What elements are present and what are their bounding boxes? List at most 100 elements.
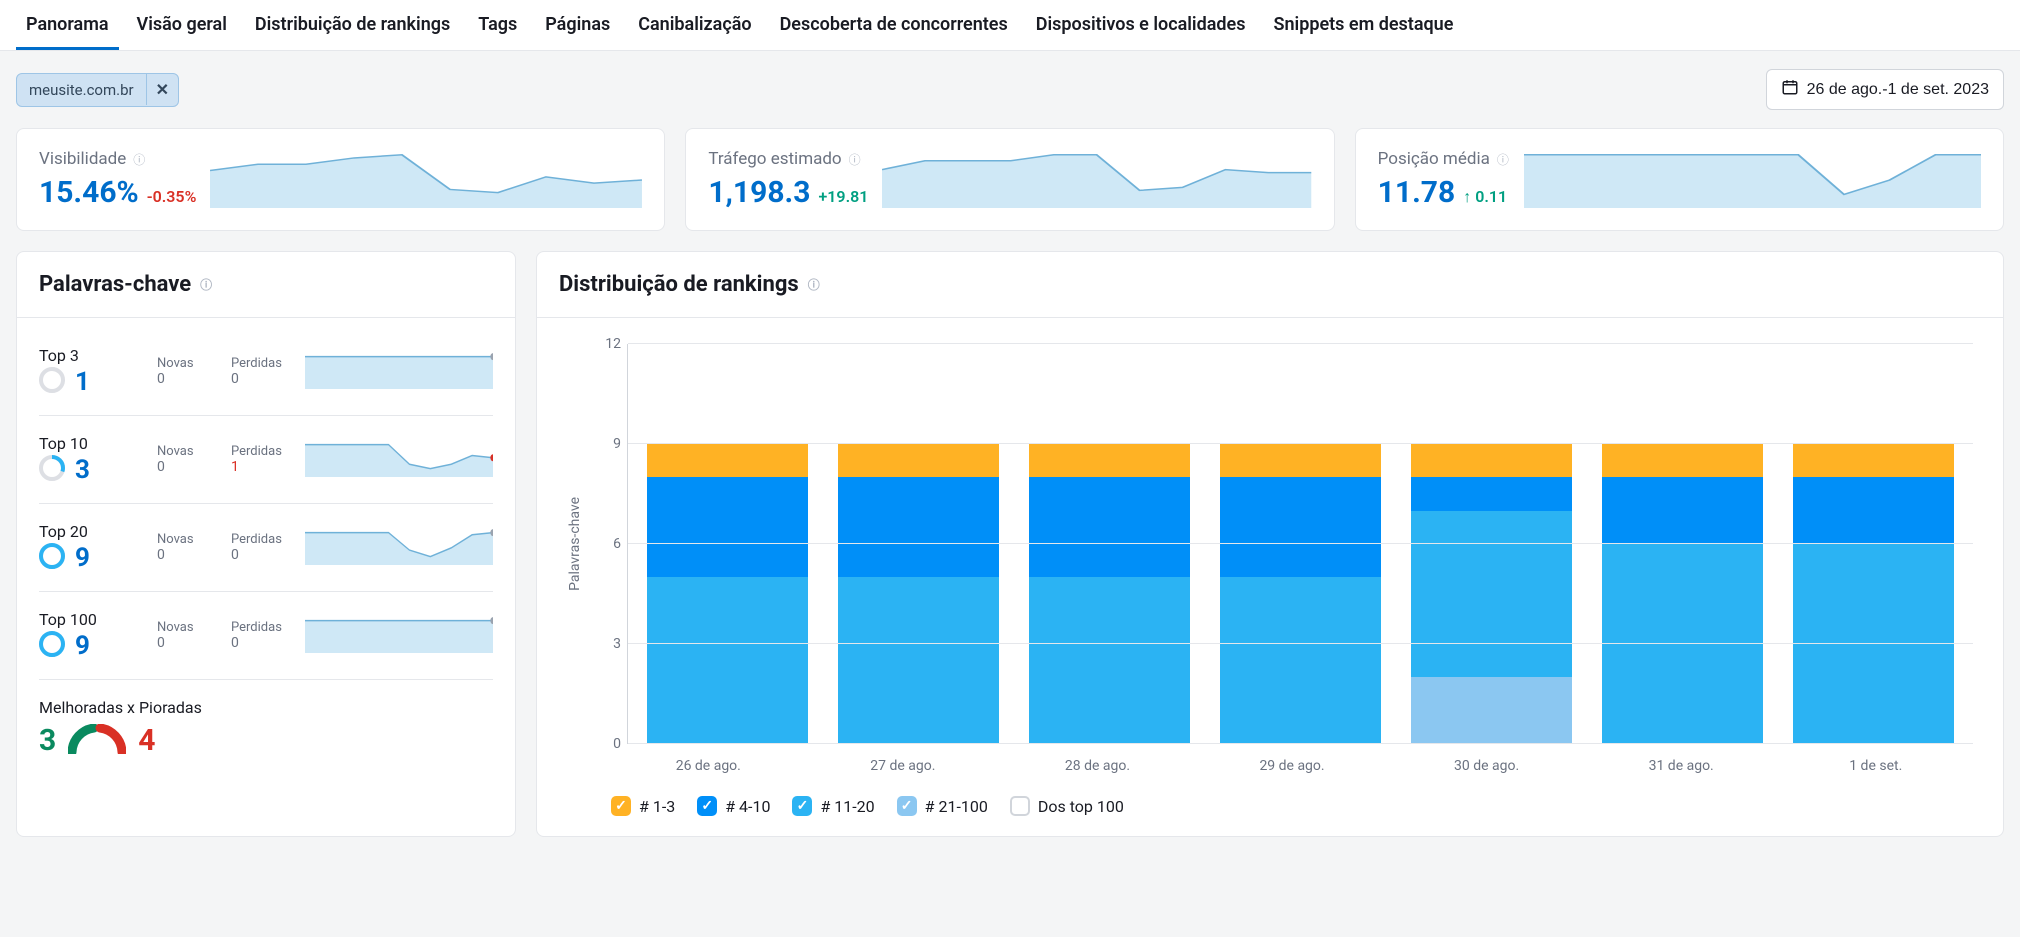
keyword-row-2[interactable]: Top 20 9 Novas 0 Perdidas 0 xyxy=(39,504,493,592)
y-tick: 3 xyxy=(613,636,621,652)
distribution-panel: Distribuição de rankings ⓘ Palavras-chav… xyxy=(536,251,2004,837)
kw-sparkline xyxy=(305,353,493,391)
ring-icon xyxy=(39,543,65,573)
bar-segment xyxy=(1411,511,1571,678)
panel-title-text: Distribuição de rankings xyxy=(559,272,799,297)
tab-descoberta-de-concorrentes[interactable]: Descoberta de concorrentes xyxy=(770,0,1018,50)
legend-item[interactable]: Dos top 100 xyxy=(1010,796,1124,816)
y-axis-label: Palavras-chave xyxy=(567,497,583,591)
tab-snippets-em-destaque[interactable]: Snippets em destaque xyxy=(1263,0,1463,50)
legend-item[interactable]: ✓ # 4-10 xyxy=(697,796,770,816)
calendar-icon xyxy=(1781,78,1799,101)
domain-chip[interactable]: meusite.com.br ✕ xyxy=(16,73,179,107)
bar-column[interactable] xyxy=(647,344,807,744)
x-label: 26 de ago. xyxy=(611,758,806,774)
keyword-row-3[interactable]: Top 100 9 Novas 0 Perdidas 0 xyxy=(39,592,493,680)
bar-segment xyxy=(838,477,998,577)
kw-lost-label: Perdidas xyxy=(231,532,287,547)
distribution-chart: Palavras-chave 036912 xyxy=(567,344,1973,744)
y-tick: 6 xyxy=(613,536,621,552)
metric-value: 15.46% -0.35% xyxy=(39,175,196,210)
tab-distribui-o-de-rankings[interactable]: Distribuição de rankings xyxy=(245,0,460,50)
kw-sparkline xyxy=(305,441,493,479)
close-icon[interactable]: ✕ xyxy=(146,74,178,105)
bar-segment xyxy=(647,444,807,477)
kw-new-value: 0 xyxy=(157,635,213,651)
date-range-label: 26 de ago.-1 de set. 2023 xyxy=(1807,81,1989,99)
tab-vis-o-geral[interactable]: Visão geral xyxy=(127,0,237,50)
metric-value: 11.78 ↑ 0.11 xyxy=(1378,175,1510,210)
bar-column[interactable] xyxy=(1220,344,1380,744)
tab-tags[interactable]: Tags xyxy=(468,0,527,50)
bar-segment xyxy=(1793,477,1953,544)
kw-new-value: 0 xyxy=(157,371,213,387)
main-grid: Palavras-chave ⓘ Top 3 1 Novas 0 Perdida… xyxy=(0,251,2020,853)
kw-label: Top 100 xyxy=(39,610,139,629)
bar-segment xyxy=(838,577,998,744)
info-icon[interactable]: ⓘ xyxy=(1496,152,1510,166)
keyword-row-1[interactable]: Top 10 3 Novas 0 Perdidas 1 xyxy=(39,416,493,504)
bar-segment xyxy=(1602,544,1762,744)
y-tick: 9 xyxy=(613,436,621,452)
bar-column[interactable] xyxy=(1602,344,1762,744)
kw-lost-label: Perdidas xyxy=(231,444,287,459)
kw-lost-value: 1 xyxy=(231,459,287,475)
checkbox-icon: ✓ xyxy=(611,796,631,816)
kw-lost-label: Perdidas xyxy=(231,356,287,371)
bar-segment xyxy=(1602,477,1762,544)
bar-segment xyxy=(1029,444,1189,477)
checkbox-icon: ✓ xyxy=(792,796,812,816)
kw-label: Top 3 xyxy=(39,346,139,365)
date-range-button[interactable]: 26 de ago.-1 de set. 2023 xyxy=(1766,69,2004,110)
bar-column[interactable] xyxy=(1029,344,1189,744)
metric-delta: -0.35% xyxy=(147,187,197,206)
info-icon[interactable]: ⓘ xyxy=(807,278,821,292)
legend-item[interactable]: ✓# 1-3 xyxy=(611,796,675,816)
legend-item[interactable]: ✓# 21-100 xyxy=(897,796,988,816)
panel-title-text: Palavras-chave xyxy=(39,272,191,297)
bar-column[interactable] xyxy=(1793,344,1953,744)
x-label: 28 de ago. xyxy=(1000,758,1195,774)
bar-column[interactable] xyxy=(838,344,998,744)
bar-segment xyxy=(838,444,998,477)
bar-segment xyxy=(1220,444,1380,477)
bar-segment xyxy=(1411,477,1571,510)
bar-segment xyxy=(1029,477,1189,577)
tab-p-ginas[interactable]: Páginas xyxy=(535,0,620,50)
metric-card-1[interactable]: Tráfego estimado ⓘ 1,198.3 +19.81 xyxy=(685,128,1334,231)
kw-lost-value: 0 xyxy=(231,547,287,563)
legend-item[interactable]: ✓# 11-20 xyxy=(792,796,874,816)
legend-label: # 4-10 xyxy=(725,797,770,816)
checkbox-icon: ✓ xyxy=(697,796,717,816)
kw-new-value: 0 xyxy=(157,547,213,563)
kw-sparkline xyxy=(305,529,493,567)
legend-label: # 21-100 xyxy=(925,797,988,816)
metric-card-0[interactable]: Visibilidade ⓘ 15.46% -0.35% xyxy=(16,128,665,231)
info-icon[interactable]: ⓘ xyxy=(848,152,862,166)
tab-canibaliza-o[interactable]: Canibalização xyxy=(628,0,761,50)
x-label: 30 de ago. xyxy=(1389,758,1584,774)
kw-label: Top 10 xyxy=(39,434,139,453)
tab-dispositivos-e-localidades[interactable]: Dispositivos e localidades xyxy=(1026,0,1256,50)
metric-value: 1,198.3 +19.81 xyxy=(708,175,868,210)
kw-value: 3 xyxy=(75,455,90,485)
metric-sparkline xyxy=(882,152,1311,208)
bar-segment xyxy=(1220,577,1380,744)
bar-segment xyxy=(647,577,807,744)
metric-delta: +19.81 xyxy=(818,187,868,206)
info-icon[interactable]: ⓘ xyxy=(199,278,213,292)
worsened-value: 4 xyxy=(138,723,155,758)
kw-new-label: Novas xyxy=(157,620,213,635)
info-icon[interactable]: ⓘ xyxy=(132,152,146,166)
y-tick: 12 xyxy=(605,336,621,352)
bar-segment xyxy=(647,477,807,577)
kw-value: 1 xyxy=(75,367,90,397)
tab-panorama[interactable]: Panorama xyxy=(16,0,119,50)
ring-icon xyxy=(39,455,65,485)
chart-legend: ✓# 1-3✓# 4-10✓# 11-20✓# 21-100Dos top 10… xyxy=(611,796,1973,816)
keyword-row-0[interactable]: Top 3 1 Novas 0 Perdidas 0 xyxy=(39,328,493,416)
bar-column[interactable] xyxy=(1411,344,1571,744)
metric-card-2[interactable]: Posição média ⓘ 11.78 ↑ 0.11 xyxy=(1355,128,2004,231)
improved-title: Melhoradas x Pioradas xyxy=(39,698,493,717)
kw-new-label: Novas xyxy=(157,444,213,459)
